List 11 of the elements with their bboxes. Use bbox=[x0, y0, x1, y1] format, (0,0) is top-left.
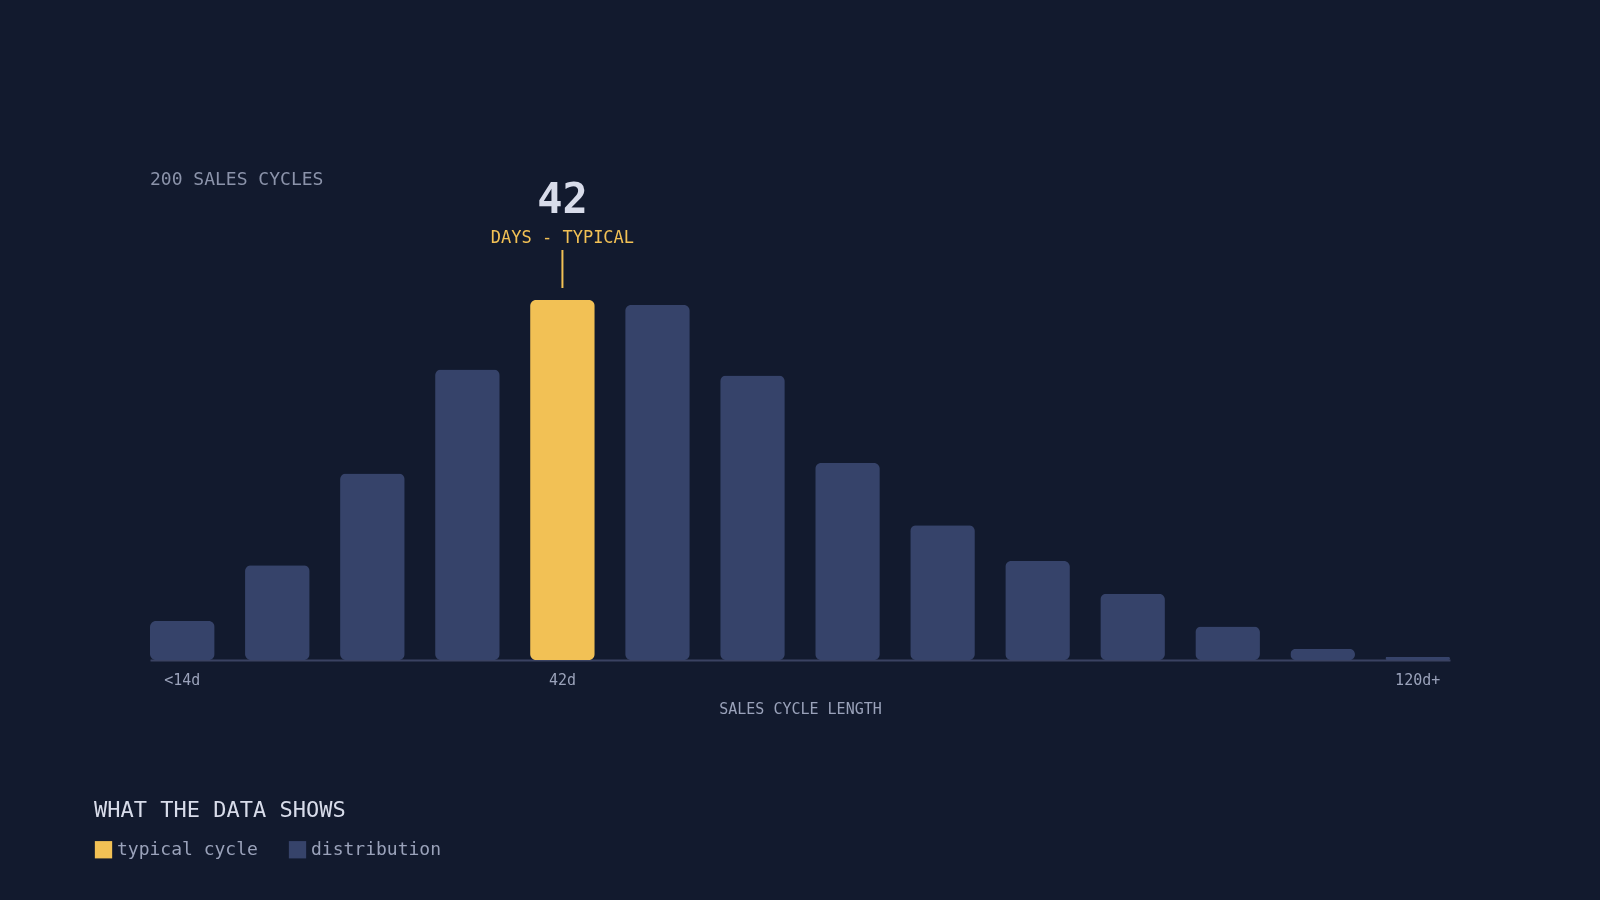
x-tick-label: 120d+ bbox=[1395, 670, 1441, 689]
legend-label: typical cycle bbox=[117, 837, 258, 859]
legend-title: WHAT THE DATA SHOWS bbox=[94, 797, 346, 822]
x-tick-label: <14d bbox=[164, 670, 201, 689]
legend-label: distribution bbox=[311, 837, 442, 859]
bar bbox=[530, 300, 595, 660]
chart-title: 200 SALES CYCLES bbox=[150, 168, 324, 189]
x-tick-label: 42d bbox=[548, 670, 576, 689]
x-axis-title: SALES CYCLE LENGTH bbox=[719, 699, 882, 718]
text: DAYS - TYPICAL bbox=[490, 227, 635, 247]
annotation: 42 bbox=[537, 174, 588, 223]
